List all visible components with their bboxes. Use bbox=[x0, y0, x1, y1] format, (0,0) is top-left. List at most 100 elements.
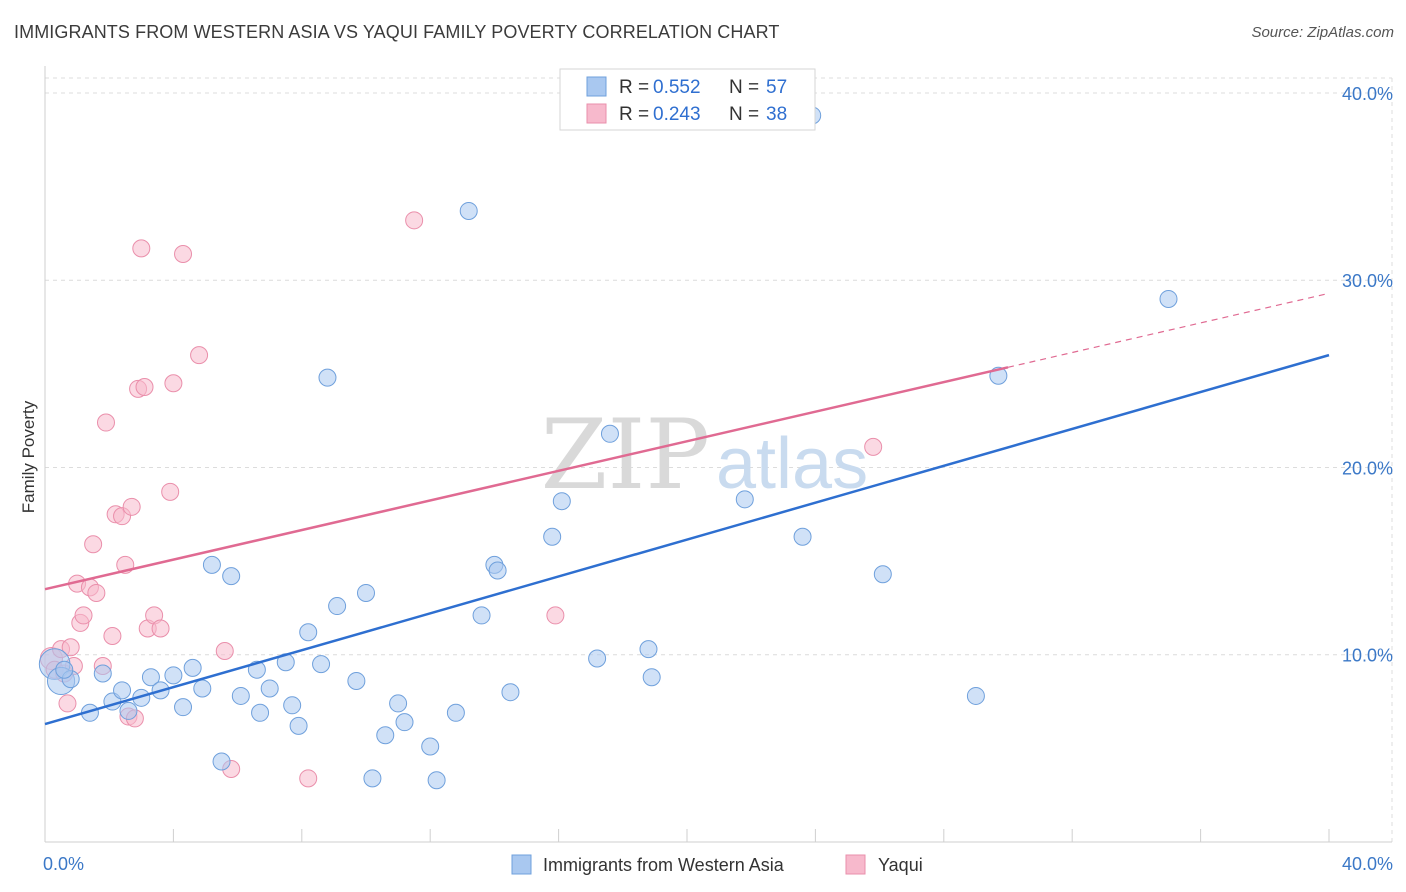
point-yaqui[interactable] bbox=[61, 638, 80, 657]
point-yaqui[interactable] bbox=[174, 245, 193, 264]
x-tick-label-max: 40.0% bbox=[1342, 854, 1393, 874]
point-western-asia[interactable] bbox=[543, 527, 562, 546]
point-yaqui[interactable] bbox=[546, 606, 565, 625]
legend-r-label: R = bbox=[619, 104, 649, 125]
point-western-asia[interactable] bbox=[141, 668, 160, 687]
point-western-asia[interactable] bbox=[873, 565, 892, 584]
series-legend-label[interactable]: Immigrants from Western Asia bbox=[543, 855, 785, 875]
trend-line-western-asia bbox=[44, 353, 1330, 726]
point-western-asia[interactable] bbox=[639, 640, 658, 659]
point-western-asia[interactable] bbox=[164, 666, 183, 685]
correlation-legend: R = 0.552 N = 57 R = 0.243 N = 38 bbox=[559, 68, 816, 131]
point-western-asia[interactable] bbox=[642, 668, 661, 687]
y-tick-label: 20.0% bbox=[1342, 458, 1393, 478]
point-yaqui[interactable] bbox=[122, 497, 141, 516]
point-yaqui[interactable] bbox=[87, 583, 106, 602]
legend-n-label: N = bbox=[729, 104, 759, 125]
point-western-asia[interactable] bbox=[93, 664, 112, 683]
point-western-asia[interactable] bbox=[202, 555, 221, 574]
point-western-asia[interactable] bbox=[299, 623, 318, 642]
legend-r-value: 0.243 bbox=[653, 104, 701, 125]
point-yaqui[interactable] bbox=[151, 619, 170, 638]
legend-swatch-pink bbox=[586, 103, 607, 124]
point-western-asia[interactable] bbox=[119, 701, 138, 720]
point-western-asia[interactable] bbox=[376, 726, 395, 745]
point-yaqui[interactable] bbox=[405, 211, 424, 230]
point-western-asia[interactable] bbox=[318, 368, 337, 387]
watermark-atlas: atlas bbox=[716, 424, 868, 504]
point-yaqui[interactable] bbox=[161, 482, 180, 501]
x-tick-marks bbox=[44, 829, 1330, 842]
point-western-asia[interactable] bbox=[183, 658, 202, 677]
point-yaqui[interactable] bbox=[164, 374, 183, 393]
point-western-asia[interactable] bbox=[283, 696, 302, 715]
point-western-asia[interactable] bbox=[174, 698, 193, 717]
legend-n-value: 57 bbox=[766, 77, 787, 98]
y-tick-label: 10.0% bbox=[1342, 646, 1393, 666]
point-western-asia[interactable] bbox=[389, 694, 408, 713]
point-yaqui[interactable] bbox=[190, 346, 209, 365]
point-western-asia[interactable] bbox=[488, 561, 507, 580]
point-western-asia[interactable] bbox=[735, 490, 754, 509]
legend-swatch-blue bbox=[586, 76, 607, 97]
source-credit: Source: ZipAtlas.com bbox=[1251, 24, 1394, 41]
point-western-asia[interactable] bbox=[600, 424, 619, 443]
point-western-asia[interactable] bbox=[231, 686, 250, 705]
point-yaqui[interactable] bbox=[299, 769, 318, 788]
point-western-asia[interactable] bbox=[289, 716, 308, 735]
point-western-asia[interactable] bbox=[55, 660, 74, 679]
y-axis-label: Family Poverty bbox=[19, 400, 38, 513]
legend-r-value: 0.552 bbox=[653, 77, 701, 98]
legend-n-label: N = bbox=[729, 77, 759, 98]
point-yaqui[interactable] bbox=[96, 413, 115, 432]
legend-n-value: 38 bbox=[766, 104, 787, 125]
legend-r-label: R = bbox=[619, 77, 649, 98]
point-western-asia[interactable] bbox=[260, 679, 279, 698]
point-western-asia[interactable] bbox=[395, 713, 414, 732]
point-western-asia[interactable] bbox=[446, 703, 465, 722]
series-legend-label[interactable]: Yaqui bbox=[878, 855, 923, 875]
point-western-asia[interactable] bbox=[363, 769, 382, 788]
trend-line-yaqui bbox=[44, 366, 1009, 591]
point-yaqui[interactable] bbox=[135, 377, 154, 396]
series-legend: Immigrants from Western Asia Yaqui bbox=[511, 854, 923, 875]
trend-lines bbox=[44, 292, 1330, 726]
point-yaqui[interactable] bbox=[132, 239, 151, 258]
y-tick-label: 30.0% bbox=[1342, 271, 1393, 291]
point-western-asia[interactable] bbox=[222, 567, 241, 586]
point-western-asia[interactable] bbox=[113, 681, 132, 700]
watermark: ZIP atlas bbox=[541, 399, 868, 511]
point-yaqui[interactable] bbox=[74, 606, 93, 625]
point-western-asia[interactable] bbox=[472, 606, 491, 625]
series-legend-swatch-pink[interactable] bbox=[845, 854, 866, 875]
point-yaqui[interactable] bbox=[215, 642, 234, 660]
chart-title: IMMIGRANTS FROM WESTERN ASIA VS YAQUI FA… bbox=[14, 22, 780, 42]
axes bbox=[44, 66, 1392, 843]
point-yaqui[interactable] bbox=[103, 627, 122, 646]
point-western-asia[interactable] bbox=[347, 671, 366, 690]
point-western-asia[interactable] bbox=[427, 771, 446, 790]
point-western-asia[interactable] bbox=[1159, 289, 1178, 308]
point-western-asia[interactable] bbox=[966, 686, 985, 705]
point-yaqui[interactable] bbox=[864, 437, 883, 456]
point-western-asia[interactable] bbox=[421, 737, 440, 756]
point-western-asia[interactable] bbox=[793, 527, 812, 546]
point-yaqui[interactable] bbox=[84, 535, 103, 554]
point-western-asia[interactable] bbox=[588, 649, 607, 668]
point-western-asia[interactable] bbox=[357, 583, 375, 602]
series-legend-swatch-blue[interactable] bbox=[511, 854, 532, 875]
point-western-asia[interactable] bbox=[552, 492, 571, 511]
point-western-asia[interactable] bbox=[459, 201, 478, 220]
y-tick-labels: 10.0% 20.0% 30.0% 40.0% bbox=[1342, 84, 1393, 666]
point-western-asia[interactable] bbox=[328, 597, 347, 616]
y-tick-label: 40.0% bbox=[1342, 84, 1393, 104]
point-western-asia[interactable] bbox=[312, 655, 331, 674]
point-western-asia[interactable] bbox=[251, 703, 270, 722]
x-tick-label-min: 0.0% bbox=[43, 854, 84, 874]
point-yaqui[interactable] bbox=[58, 694, 77, 713]
scatter-points bbox=[38, 106, 1178, 790]
point-western-asia[interactable] bbox=[212, 752, 231, 771]
point-western-asia[interactable] bbox=[193, 679, 212, 698]
point-western-asia[interactable] bbox=[501, 683, 520, 702]
